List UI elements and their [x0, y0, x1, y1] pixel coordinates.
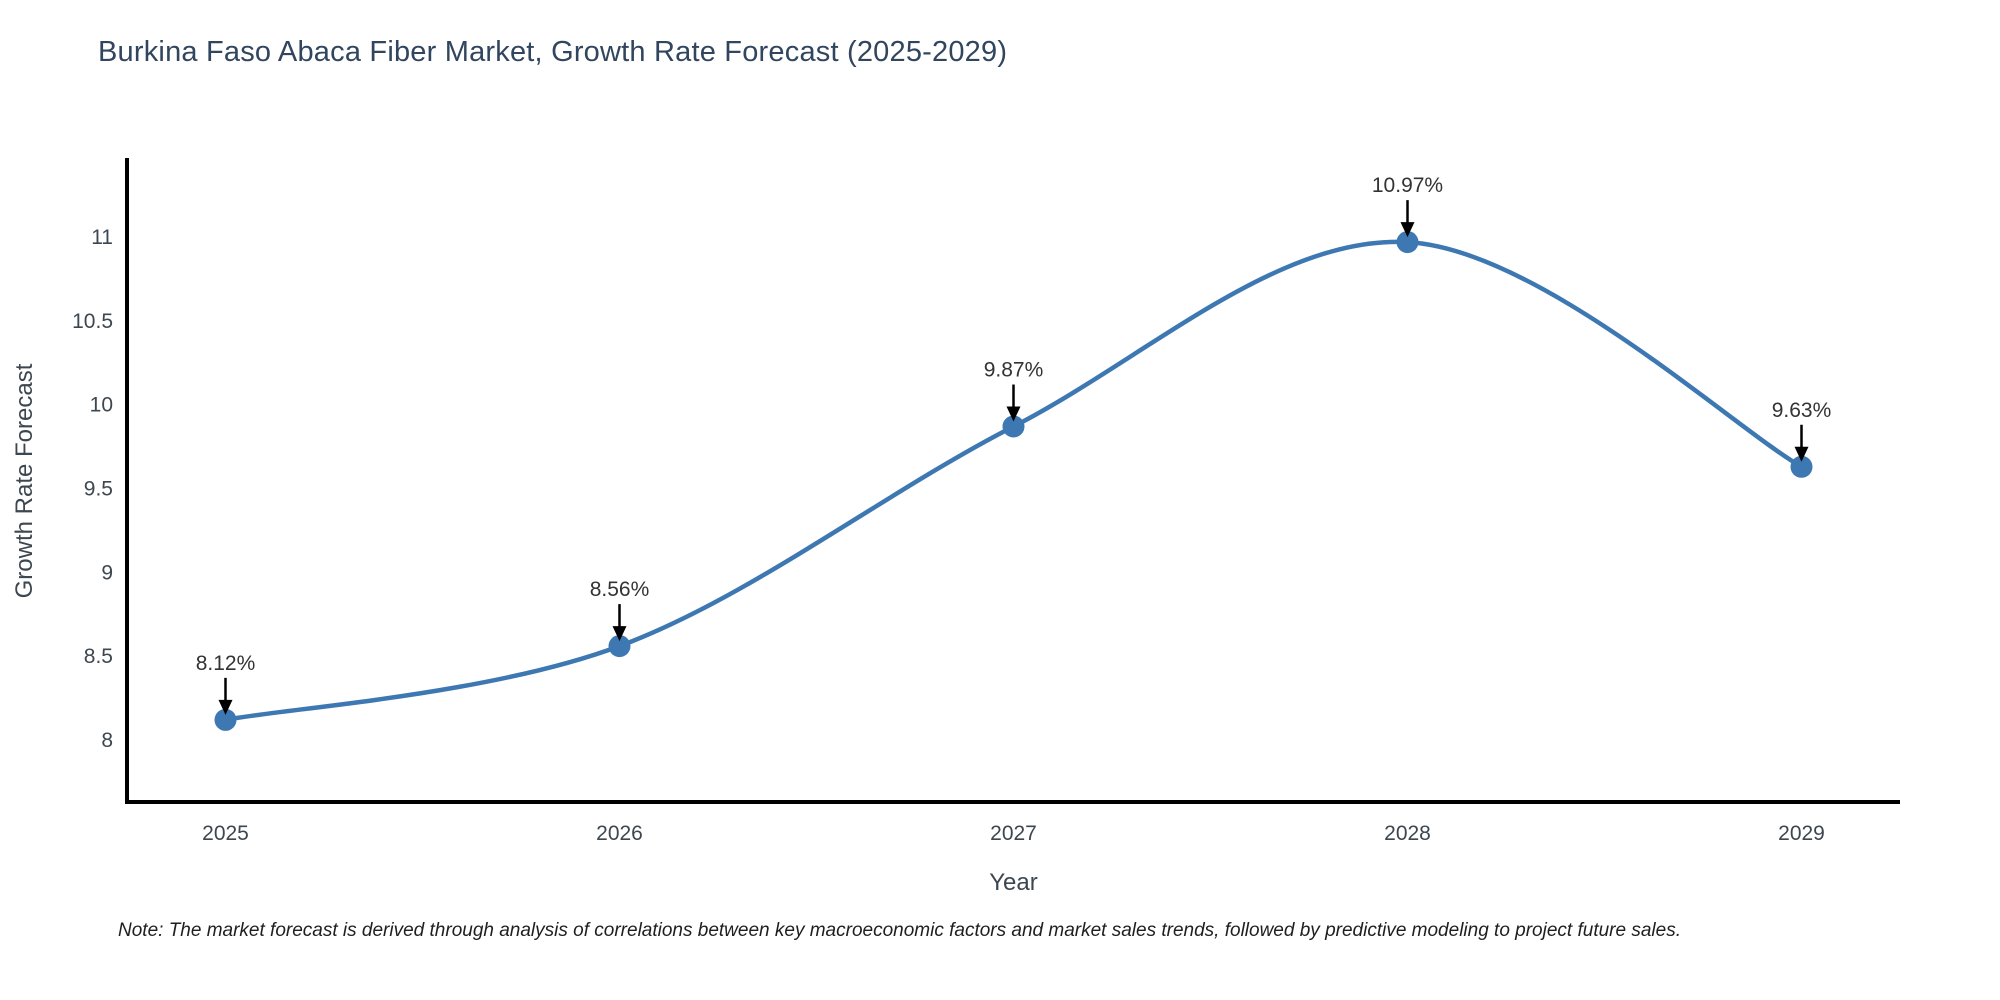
y-tick-label: 9 [101, 561, 113, 584]
annotation-arrow-head [612, 626, 627, 642]
annotation-arrow-head [1400, 222, 1415, 238]
annotation-arrow-head [1794, 446, 1809, 462]
x-axis-title: Year [989, 869, 1038, 896]
data-point-marker [1396, 231, 1419, 254]
annotation-label: 9.87% [984, 359, 1044, 382]
x-tick-label: 2029 [1778, 822, 1825, 845]
y-tick-label: 10.5 [72, 310, 113, 333]
x-tick-label: 2025 [202, 822, 249, 845]
annotation-arrow-head [218, 699, 233, 715]
y-axis-title: Growth Rate Forecast [11, 363, 38, 598]
x-tick-label: 2028 [1384, 822, 1431, 845]
data-point-marker [214, 708, 237, 731]
chart-note: Note: The market forecast is derived thr… [118, 920, 1681, 941]
annotation-arrow-head [1006, 406, 1021, 422]
data-point-marker [1002, 415, 1025, 438]
y-tick-label: 8.5 [84, 645, 113, 668]
y-tick-label: 8 [101, 729, 113, 752]
y-tick-label: 9.5 [84, 478, 113, 501]
annotation-label: 8.56% [590, 578, 650, 601]
y-tick-label: 11 [91, 226, 113, 249]
annotation-label: 10.97% [1372, 174, 1443, 197]
chart-title: Burkina Faso Abaca Fiber Market, Growth … [98, 36, 1008, 68]
x-tick-label: 2026 [596, 822, 643, 845]
y-tick-label: 10 [90, 394, 113, 417]
forecast-line [223, 239, 1804, 723]
annotation-label: 8.12% [196, 652, 256, 675]
annotation-label: 9.63% [1772, 399, 1832, 422]
data-point-marker [608, 635, 631, 658]
x-tick-label: 2027 [990, 822, 1037, 845]
data-point-marker [1790, 455, 1813, 478]
